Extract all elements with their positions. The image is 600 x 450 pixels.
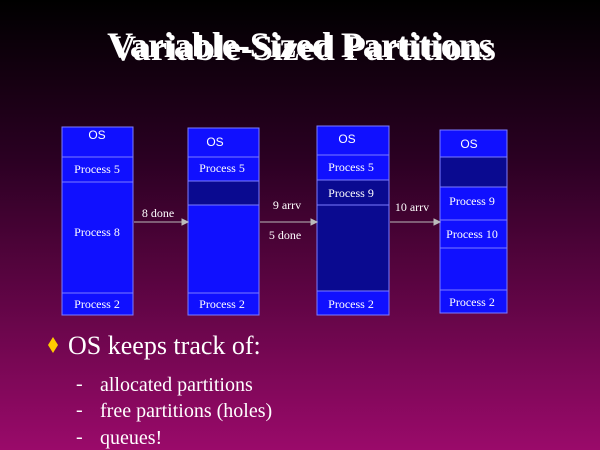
title-shadow: Variable-Sized Partitions: [110, 28, 496, 68]
block: [316, 154, 390, 181]
hole: [187, 204, 260, 294]
memory-column: OS Process 9 Process 10 Process 2: [439, 129, 508, 314]
block-label: Process 5: [328, 160, 374, 174]
dash: -: [76, 426, 83, 448]
block-label: Process 5: [74, 162, 120, 176]
block: [61, 181, 134, 294]
sub-bullet: allocated partitions: [100, 374, 253, 396]
dash: -: [76, 373, 83, 395]
block-label: Process 8: [74, 225, 120, 239]
block-label: Process 2: [449, 295, 495, 309]
sub-bullet: free partitions (holes): [100, 400, 272, 422]
dash: -: [76, 399, 83, 421]
block-label: Process 9: [449, 194, 495, 208]
bullet-text: OS keeps track of:: [68, 331, 261, 360]
block-label: OS: [338, 132, 355, 146]
arrowhead: [433, 218, 442, 226]
bullet-icon: [48, 337, 58, 353]
block-label: Process 9: [328, 186, 374, 200]
block: [316, 290, 390, 316]
transition-label: 5 done: [269, 228, 301, 242]
block-label: OS: [88, 128, 105, 142]
hole: [439, 156, 508, 188]
block: [439, 186, 508, 221]
block-label: Process 2: [328, 297, 374, 311]
block: [439, 289, 508, 314]
arrows: [134, 218, 442, 226]
block-label: Process 5: [199, 161, 245, 175]
sub-bullet: queues!: [100, 427, 162, 449]
memory-column: OS Process 5 Process 8 Process 2: [61, 126, 134, 316]
block-label: Process 10: [446, 227, 498, 241]
hole: [439, 247, 508, 291]
block-label: OS: [206, 135, 223, 149]
memory-column: OS Process 5 Process 9 Process 2: [316, 125, 390, 316]
transition-label: 8 done: [142, 206, 174, 220]
hole: [316, 204, 390, 292]
hole: [187, 180, 260, 206]
arrowhead: [310, 218, 319, 226]
block: [61, 292, 134, 316]
memory-column: OS Process 5 Process 2: [187, 127, 260, 316]
block-label: Process 2: [199, 297, 245, 311]
block: [439, 129, 508, 158]
arrowhead: [181, 218, 190, 226]
block: [61, 156, 134, 183]
block: [187, 292, 260, 316]
block-label: Process 2: [74, 297, 120, 311]
block: [439, 219, 508, 249]
title: Variable-Sized Partitions: [107, 25, 493, 65]
block-label: OS: [460, 137, 477, 151]
transition-label: 9 arrv: [273, 198, 301, 212]
transition-label: 10 arrv: [395, 200, 429, 214]
